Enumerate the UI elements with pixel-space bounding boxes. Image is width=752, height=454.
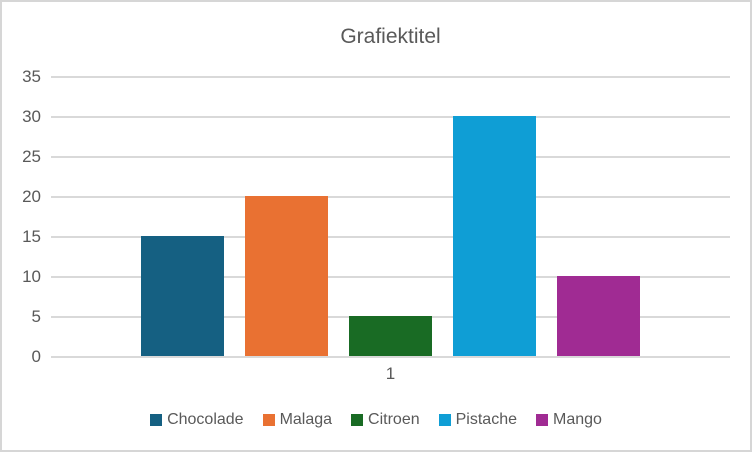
legend-label: Malaga: [279, 411, 333, 428]
bar-malaga[interactable]: [245, 196, 328, 356]
legend-swatch-pistache: [438, 414, 451, 426]
gridline-35: [51, 76, 730, 78]
legend-item-citroen[interactable]: Citroen: [351, 411, 420, 429]
legend-item-malaga[interactable]: Malaga: [262, 411, 333, 429]
plot-area: [51, 76, 730, 358]
bar-pistache[interactable]: [453, 116, 536, 356]
y-axis-tick-label-20: 20: [22, 187, 41, 206]
bar-citroen[interactable]: [349, 316, 432, 356]
gridline-10: [51, 276, 730, 278]
chart-title: Grafiektitel: [340, 25, 441, 48]
legend-swatch-malaga: [262, 414, 275, 426]
y-axis: 0 5 10 15 20 25 30 35: [2, 2, 41, 454]
y-axis-tick-label-30: 30: [22, 107, 41, 126]
legend-swatch-chocolade: [150, 414, 163, 426]
x-axis-category-label: 1: [385, 364, 396, 383]
y-axis-tick-label-0: 0: [31, 347, 41, 366]
bar-mango[interactable]: [557, 276, 640, 356]
gridline-25: [51, 156, 730, 158]
legend-swatch-citroen: [351, 414, 364, 426]
y-axis-tick-label-10: 10: [22, 267, 41, 286]
legend-item-chocolade[interactable]: Chocolade: [150, 411, 244, 429]
legend-item-pistache[interactable]: Pistache: [438, 411, 517, 429]
y-axis-tick-label-15: 15: [22, 227, 41, 246]
gridline-20: [51, 196, 730, 198]
legend-label: Chocolade: [167, 411, 244, 428]
y-axis-tick-label-25: 25: [22, 147, 41, 166]
gridline-15: [51, 236, 730, 238]
bar-chocolade[interactable]: [141, 236, 224, 356]
y-axis-tick-label-5: 5: [31, 307, 41, 326]
legend-item-mango[interactable]: Mango: [536, 411, 602, 429]
y-axis-tick-label-35: 35: [22, 67, 41, 86]
legend-label: Citroen: [368, 411, 420, 428]
gridline-0: [51, 356, 730, 358]
legend: Chocolade Malaga Citroen Pistache Mango: [2, 409, 750, 431]
gridline-30: [51, 116, 730, 118]
legend-label: Mango: [553, 411, 602, 428]
legend-label: Pistache: [455, 411, 517, 428]
legend-swatch-mango: [536, 414, 548, 426]
